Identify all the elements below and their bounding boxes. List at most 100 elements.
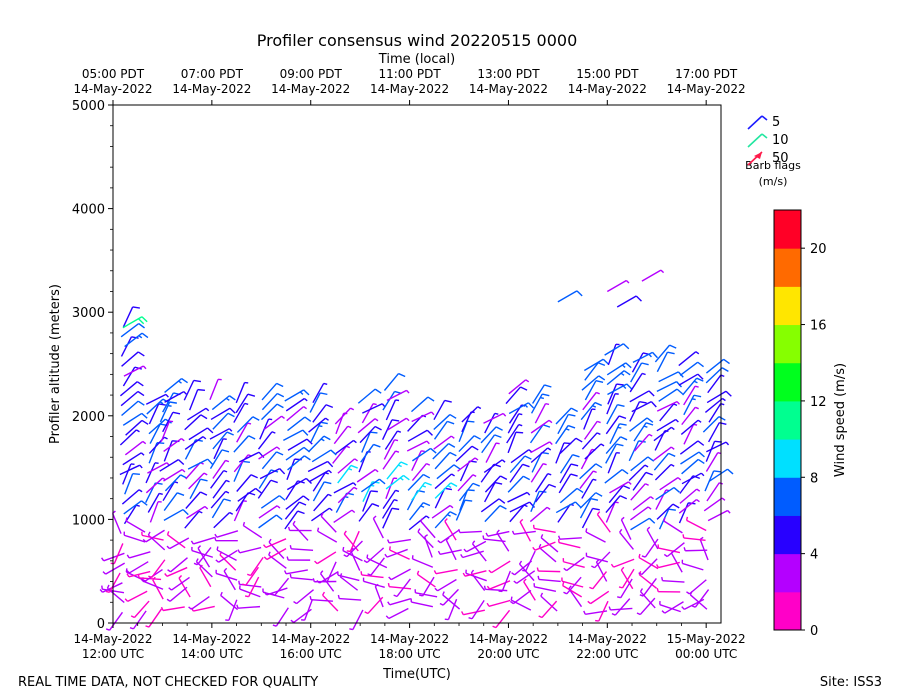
barb-half-feather <box>482 535 485 540</box>
barb-shaft <box>166 566 188 577</box>
wind-barb <box>483 412 507 424</box>
barb-half-feather <box>272 624 277 627</box>
barb-shaft <box>580 449 593 470</box>
barb-feather <box>676 388 684 395</box>
wind-barb <box>659 403 678 422</box>
chart-title: Profiler consensus wind 20220515 0000 <box>257 31 578 50</box>
barb-half-feather <box>343 554 348 558</box>
wind-barb <box>708 422 727 443</box>
barb-feather <box>667 351 675 355</box>
barb-shaft <box>320 515 337 533</box>
barb-shaft <box>483 459 503 474</box>
wind-barb <box>372 515 384 539</box>
wind-barb <box>656 503 680 520</box>
barb-half-feather <box>523 578 527 583</box>
wind-barb <box>189 478 208 499</box>
wind-barb <box>268 538 285 559</box>
barb-shaft <box>638 574 658 589</box>
barb-shaft <box>121 400 139 417</box>
wind-barb <box>382 507 400 529</box>
barb-shaft <box>433 420 448 440</box>
barb-shaft <box>605 436 621 454</box>
wind-barb <box>507 413 523 434</box>
barb-shaft <box>119 464 141 476</box>
wind-barb <box>123 531 146 543</box>
barb-feather <box>645 422 654 426</box>
wind-barb <box>628 464 649 482</box>
wind-barb <box>120 336 139 357</box>
barb-half-feather <box>405 417 410 422</box>
wind-barb <box>361 403 377 424</box>
barb-shaft <box>122 366 136 387</box>
wind-barb <box>119 381 144 397</box>
barb-half-feather <box>656 588 659 592</box>
barb-half-feather <box>363 559 368 564</box>
barb-shaft <box>132 610 147 630</box>
barb-feather <box>449 413 457 419</box>
barb-feather <box>668 508 676 511</box>
barb-shaft <box>559 437 577 455</box>
barb-feather <box>132 306 140 309</box>
barb-half-feather <box>477 406 482 410</box>
barb-feather <box>527 402 535 409</box>
wind-barb <box>314 551 337 565</box>
wind-barb <box>530 447 552 464</box>
wind-barb <box>522 550 536 572</box>
wind-barb <box>283 429 309 442</box>
barb-shaft <box>312 481 325 502</box>
barb-shaft <box>653 426 672 442</box>
barb-shaft <box>444 520 457 541</box>
barb-half-feather <box>136 429 140 433</box>
barb-half-feather <box>349 628 354 631</box>
barb-shaft <box>525 550 536 572</box>
barb-half-feather <box>418 594 423 597</box>
colorbar-segment <box>774 515 801 555</box>
barb-shaft <box>598 600 609 622</box>
wind-barb <box>411 411 435 423</box>
barb-half-feather <box>522 569 526 572</box>
wind-barb <box>388 546 410 560</box>
barb-half-feather <box>286 556 289 561</box>
wind-barb <box>484 481 503 503</box>
barb-shaft <box>614 598 631 616</box>
barb-shaft <box>374 586 384 608</box>
barb-half-feather <box>268 551 271 556</box>
barb-feather <box>370 431 378 434</box>
top-tick-time: 15:00 PDT <box>576 67 639 81</box>
wind-barb <box>287 438 313 451</box>
barb-feather <box>698 451 705 458</box>
barb-shaft <box>485 588 508 592</box>
wind-barb <box>656 561 680 569</box>
barb-feather <box>473 435 481 440</box>
barb-half-feather <box>426 440 430 445</box>
barb-half-feather <box>347 425 352 429</box>
barb-half-feather <box>585 528 588 533</box>
wind-barb <box>532 384 552 404</box>
wind-barb <box>309 392 328 413</box>
barb-feather <box>647 456 655 462</box>
barb-half-feather <box>681 606 685 610</box>
barb-legend-label: 10 <box>772 133 789 148</box>
barb-half-feather <box>511 572 515 576</box>
wind-barb <box>261 382 284 401</box>
wind-barb <box>581 432 601 450</box>
barb-shaft <box>607 344 617 366</box>
top-tick-time: 13:00 PDT <box>477 67 540 81</box>
top-tick-date: 14-May-2022 <box>172 82 251 96</box>
wind-barb <box>455 499 473 521</box>
barb-shaft <box>188 427 208 441</box>
wind-barb <box>214 530 239 538</box>
wind-barb <box>639 578 657 597</box>
barb-shaft <box>435 568 458 575</box>
barb-shaft <box>384 430 398 450</box>
wind-barb <box>385 477 398 499</box>
wind-barb <box>681 472 705 485</box>
barb-shaft <box>705 367 723 384</box>
barb-shaft <box>529 506 548 523</box>
barb-half-feather <box>485 532 489 537</box>
wind-barb <box>258 514 283 529</box>
barb-half-feather <box>105 590 110 593</box>
barb-shaft <box>233 435 250 453</box>
barb-feather <box>182 509 189 516</box>
barb-shaft <box>708 468 728 482</box>
